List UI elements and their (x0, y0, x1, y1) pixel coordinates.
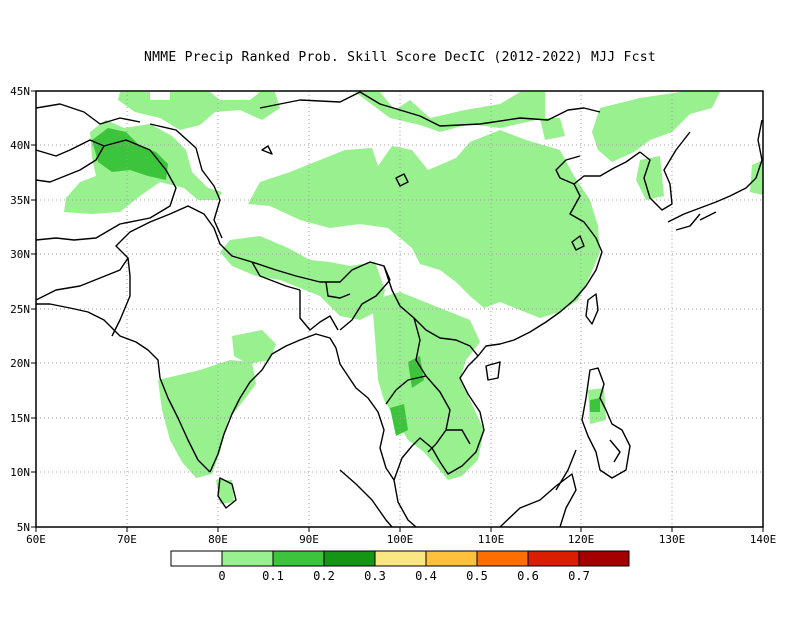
colorbar-label: 0.5 (466, 569, 488, 583)
longitude-labels: 60E 70E 80E 90E 100E 110E 120E 130E 140E (26, 533, 776, 546)
lat-label: 45N (10, 85, 30, 98)
central-asia-border (36, 103, 141, 183)
colorbar-label: 0.7 (568, 569, 590, 583)
latitude-labels: 45N 40N 35N 30N 25N 20N 15N 10N 5N (10, 85, 30, 534)
korea-coastline (639, 131, 691, 211)
lat-label: 25N (10, 303, 30, 316)
bay-of-bengal-coastline (209, 333, 349, 473)
mongolia-border (259, 91, 601, 127)
lon-label: 130E (659, 533, 686, 546)
colorbar-box-0 (170, 550, 223, 567)
colorbar-label: 0.1 (262, 569, 284, 583)
graticule (36, 91, 763, 527)
lat-label: 35N (10, 194, 30, 207)
afghanistan-border (36, 139, 177, 241)
hainan-coastline (485, 361, 501, 381)
lon-label: 80E (208, 533, 228, 546)
colorbar-box-8 (578, 550, 630, 567)
colorbar-label: 0.6 (517, 569, 539, 583)
china-coastline (477, 151, 641, 357)
myanmar-border (339, 265, 479, 357)
skill-shading (64, 92, 763, 504)
colorbar-box-3 (323, 550, 376, 567)
borneo-coastline (499, 473, 577, 527)
india-northern-border (36, 205, 391, 301)
lat-label: 30N (10, 248, 30, 261)
japan-coastline (667, 119, 763, 231)
colorbar-label: 0.2 (313, 569, 335, 583)
skill-0.2-0.3-region (92, 128, 600, 436)
cambodia-vietnam-border (427, 429, 471, 453)
bangladesh-border (299, 290, 339, 331)
lon-label: 120E (568, 533, 595, 546)
lat-label: 10N (10, 466, 30, 479)
india-pakistan-border (111, 257, 131, 337)
lon-label: 100E (387, 533, 414, 546)
colorbar-label: 0 (218, 569, 225, 583)
colorbar-box-5 (425, 550, 478, 567)
china-western-border (149, 123, 223, 239)
colorbar-box-6 (476, 550, 529, 567)
colorbar: 0 0.1 0.2 0.3 0.4 0.5 0.6 0.7 (170, 550, 630, 583)
map-title: NMME Precip Ranked Prob. Skill Score Dec… (144, 50, 656, 65)
lon-label: 140E (750, 533, 777, 546)
lon-label: 70E (117, 533, 137, 546)
lat-label: 5N (17, 521, 30, 534)
nepal-bhutan-border (251, 261, 351, 299)
colorbar-box-4 (374, 550, 427, 567)
lat-label: 15N (10, 412, 30, 425)
colorbar-box-1 (221, 550, 274, 567)
lon-label: 110E (478, 533, 505, 546)
skill-0.1-0.2-region (64, 92, 763, 504)
coastlines-borders (36, 91, 763, 527)
lon-label: 60E (26, 533, 46, 546)
lat-label: 20N (10, 357, 30, 370)
philippines-coastline (581, 367, 631, 479)
sri-lanka-coastline (217, 477, 237, 509)
taiwan-coastline (585, 293, 599, 325)
colorbar-label: 0.3 (364, 569, 386, 583)
colorbar-box-7 (527, 550, 580, 567)
lon-label: 90E (299, 533, 319, 546)
laos-thailand-border (385, 317, 451, 445)
colorbar-box-2 (272, 550, 325, 567)
lat-label: 40N (10, 139, 30, 152)
indochina-coastline (393, 355, 485, 527)
colorbar-label: 0.4 (415, 569, 437, 583)
india-west-coastline (36, 303, 211, 473)
